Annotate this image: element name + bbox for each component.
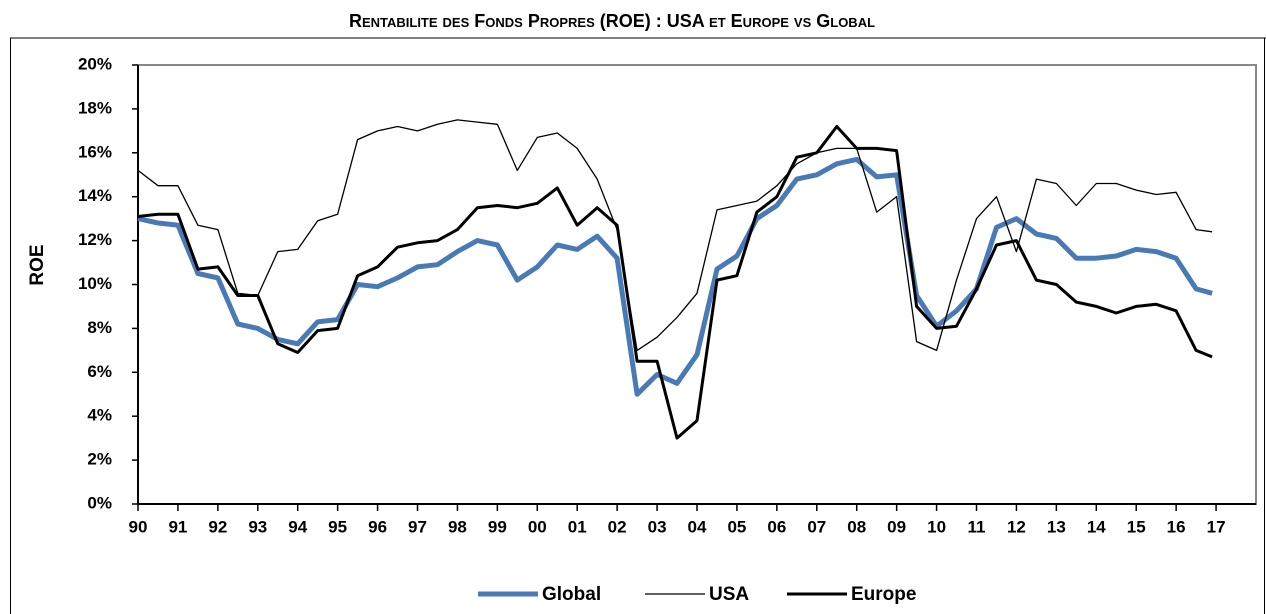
x-tick-label: 95 [328,517,347,536]
y-axis-label: ROE [27,244,48,285]
plot-area [137,64,1257,505]
x-tick-label: 06 [767,517,786,536]
x-tick-label: 01 [568,517,587,536]
y-tick-label: 0% [87,493,112,512]
y-tick-label: 20% [78,54,112,73]
series-line [137,125,1213,440]
x-tick-label: 94 [288,517,307,536]
y-tick-label: 6% [87,362,112,381]
x-tick-label: 15 [1127,517,1146,536]
x-tick-label: 97 [408,517,427,536]
x-tick-label: 93 [248,517,267,536]
y-tick-label: 4% [87,406,112,425]
x-tick-label: 00 [528,517,547,536]
x-tick-label: 17 [1207,517,1226,536]
x-tick-label: 09 [887,517,906,536]
y-tick-label: 12% [78,230,112,249]
x-tick-label: 13 [1047,517,1066,536]
x-tick-label: 12 [1007,517,1026,536]
x-tick-label: 05 [727,517,746,536]
x-tick-label: 04 [688,517,707,536]
chart-title: Rentabilite des Fonds Propres (ROE) : US… [349,11,875,31]
x-tick-label: 98 [448,517,467,536]
y-tick-label: 18% [78,98,112,117]
x-tick-label: 14 [1087,517,1106,536]
legend-label: Europe [851,584,916,605]
y-tick-label: 16% [78,142,112,161]
x-tick-label: 02 [608,517,627,536]
series-line [137,119,1213,352]
x-tick-label: 92 [208,517,227,536]
x-tick-label: 08 [847,517,866,536]
legend-label: USA [709,584,749,605]
y-tick-label: 10% [78,274,112,293]
x-tick-label: 90 [129,517,148,536]
y-tick-label: 8% [87,318,112,337]
x-tick-label: 10 [927,517,946,536]
y-tick-label: 14% [78,186,112,205]
x-tick-label: 11 [968,517,986,536]
x-tick-label: 99 [488,517,507,536]
series-line [137,156,1213,397]
x-tick-label: 96 [368,517,387,536]
x-tick-label: 03 [648,517,667,536]
x-tick-label: 07 [807,517,826,536]
legend-label: Global [542,584,601,605]
x-tick-label: 16 [1167,517,1186,536]
x-tick-label: 91 [168,517,187,536]
y-tick-label: 2% [87,450,112,469]
